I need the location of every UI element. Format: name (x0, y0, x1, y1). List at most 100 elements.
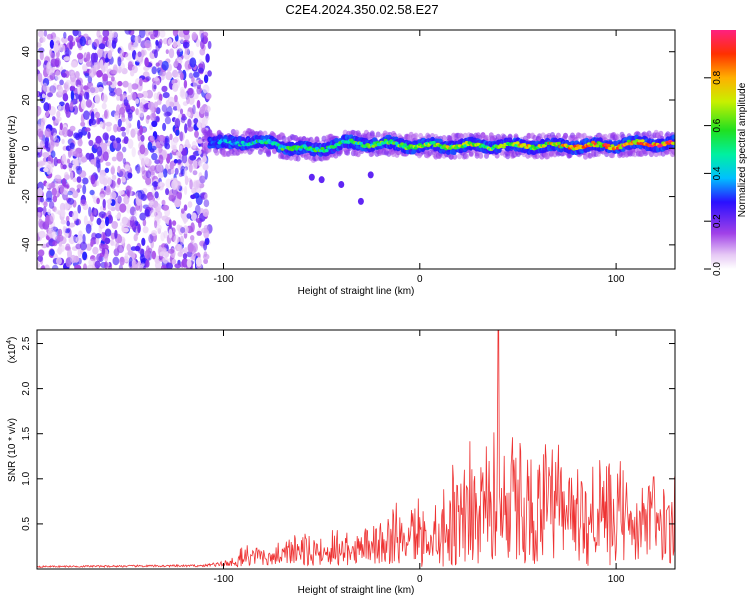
spectrogram-cell (640, 139, 645, 143)
spectrogram-cell (137, 51, 142, 58)
spectrogram-cell (62, 127, 69, 138)
spectrogram-cell (110, 69, 118, 75)
spectrogram-cell (96, 146, 103, 157)
spectrogram-cell (606, 143, 611, 147)
spectrogram-cell (63, 31, 67, 39)
spectrogram-cell (54, 209, 61, 214)
spectrogram-cell (203, 251, 208, 258)
spectrogram-cell (204, 105, 211, 113)
spectrogram-cell (136, 163, 141, 174)
spectrogram-cell (141, 237, 146, 246)
spectrogram-cell (40, 121, 45, 131)
spectrogram-cell (87, 75, 93, 84)
spectrogram-cell (190, 194, 196, 200)
spectrogram-cell (143, 127, 147, 133)
spectrogram-cell (111, 76, 115, 82)
spectrogram-cell (43, 114, 47, 123)
spectrogram-cell (156, 163, 163, 173)
spectrogram-cell (47, 92, 53, 98)
spectrogram-cell (158, 144, 163, 154)
spectrogram-cell (103, 151, 109, 162)
spectrogram-cell (67, 158, 71, 164)
spectrogram-cell (107, 177, 112, 186)
spectrogram-cell (165, 49, 169, 54)
spectrogram-cell (62, 225, 66, 233)
spectrogram-cell (131, 260, 139, 269)
spectrogram-cell (79, 90, 85, 96)
spectrogram-cell (101, 93, 108, 104)
y-tick-label: 0.5 (21, 517, 32, 531)
spectrogram-cell (87, 39, 93, 45)
spectrogram-cell (102, 132, 109, 141)
spectrogram-cell (97, 48, 103, 58)
spectrogram-cell (117, 80, 123, 87)
spectrogram-cell (47, 209, 52, 216)
spectrogram-cell (522, 143, 527, 147)
colorbar-tick-label: 0.8 (712, 70, 723, 84)
spectrogram-cell (161, 85, 168, 93)
spectrogram-cell (38, 218, 43, 228)
spectrogram-cell (474, 152, 480, 159)
spectrogram-cell (110, 167, 115, 175)
spectrogram-cell (530, 144, 535, 148)
spectrogram-cell (181, 148, 187, 156)
spectrogram-cell (188, 95, 195, 105)
spectrogram-cell (70, 171, 74, 181)
spectrogram-cell (478, 152, 484, 159)
x-tick-label: 0 (417, 574, 423, 585)
spectrogram-cell (74, 152, 81, 158)
spectrogram-cell (130, 34, 136, 43)
spectrogram-cell (77, 138, 83, 147)
spectrogram-cell (101, 231, 105, 242)
spectrogram-cell (183, 41, 190, 49)
spectrogram-cell (190, 235, 195, 241)
spectrogram-cell (182, 253, 188, 260)
spectrogram-cell (123, 136, 129, 145)
spectrogram-cell (334, 137, 339, 143)
spectrogram-cell (45, 214, 50, 225)
spectrogram-cell (111, 40, 117, 49)
spectrogram-cell (155, 39, 159, 46)
spectrogram-cell (96, 217, 102, 226)
snr-frame (36, 329, 676, 570)
spectrogram-cell (104, 237, 111, 245)
spectrogram-cell (581, 132, 587, 139)
spectrogram-cell (43, 30, 48, 37)
spectrogram-cell (355, 151, 361, 158)
spectrogram-cell (51, 187, 57, 196)
spectrogram-cell (167, 96, 175, 103)
spectrogram-cell (102, 30, 110, 38)
spectrogram-cell (127, 112, 133, 122)
spectrogram-cell (671, 134, 675, 140)
spectrogram-frame (36, 29, 676, 270)
spectrogram-cell (106, 124, 112, 132)
spectrogram-cell (72, 158, 79, 166)
spectrogram-cell (119, 49, 125, 57)
spectrogram-cell (102, 73, 108, 82)
spectrogram-cell (70, 90, 75, 101)
spectrogram-cell (109, 91, 116, 97)
spectrogram-cell (198, 149, 202, 155)
spectrogram-cell (515, 141, 520, 145)
spectrogram-cell (104, 261, 109, 269)
spectrogram-cell (59, 202, 66, 213)
spectrogram-cell (176, 49, 180, 57)
colorbar-ticks: 0.00.20.40.60.8 (704, 70, 723, 276)
spectrogram-cell (186, 251, 193, 258)
spectrogram-cell (159, 69, 167, 77)
spectrogram-cell (64, 102, 70, 112)
spectrogram-cell (207, 70, 212, 77)
colorbar-tick-label: 0.0 (712, 262, 723, 276)
spectrogram-cell (90, 52, 96, 63)
spectrogram-cell (80, 199, 87, 207)
spectrogram-cell (43, 201, 48, 208)
spectrogram-cell (70, 254, 77, 264)
spectrogram-cell (177, 159, 182, 164)
spectrogram-cell (52, 116, 56, 121)
spectrogram-cell (78, 94, 82, 102)
spectrogram-cell (105, 216, 110, 227)
spectrogram-cell (196, 159, 204, 164)
spectrogram-cell (149, 209, 157, 218)
spectrogram-cell (134, 35, 139, 43)
y-tick-label: 20 (21, 94, 32, 106)
